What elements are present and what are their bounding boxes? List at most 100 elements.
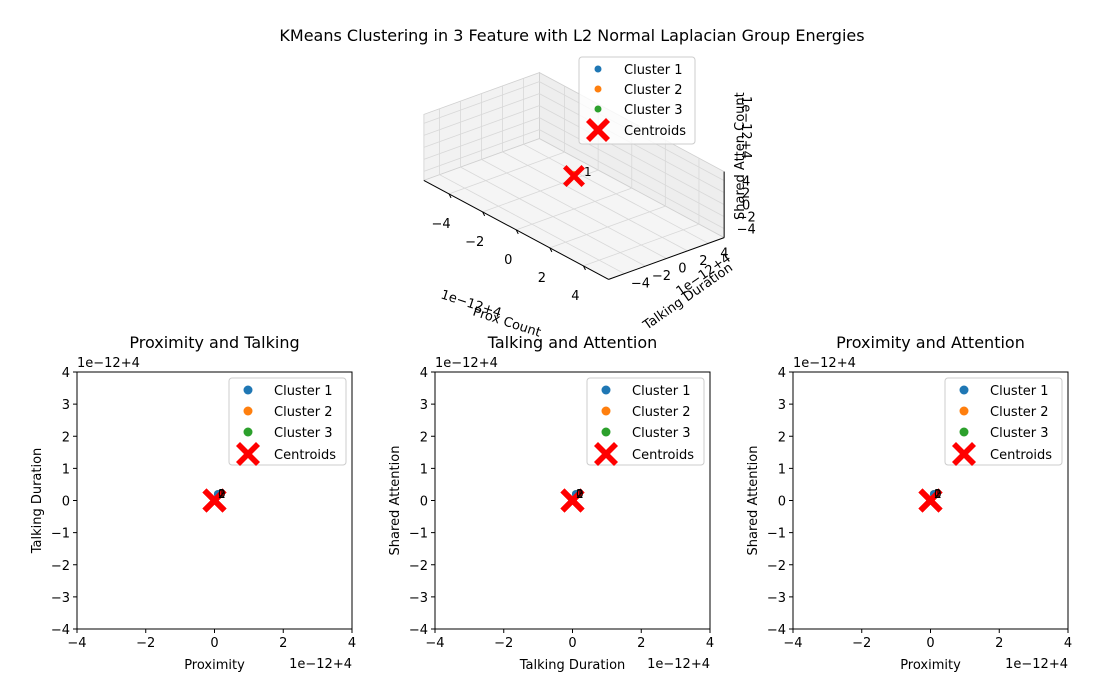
x-tick-label: 4 <box>571 289 579 304</box>
proximity-talking-panel: Proximity and Talking 1e−12+4 1e−12+4 −4 −2 0… <box>30 333 356 673</box>
legend-label-1: Cluster 1 <box>274 384 333 399</box>
figure-title: KMeans Clustering in 3 Feature with L2 N… <box>279 26 864 45</box>
panel-title: Proximity and Attention <box>836 333 1025 352</box>
y-tick-label: 1 <box>420 462 428 477</box>
x-tick-label: 2 <box>995 636 1003 651</box>
legend-label-1: Cluster 1 <box>632 384 691 399</box>
grid-line <box>423 93 540 136</box>
x-tick <box>583 265 586 271</box>
z-offset-text: 1e−12+4 <box>738 96 753 159</box>
y-offset-text: 1e−12+4 <box>435 356 498 371</box>
x-tick-label: 2 <box>637 636 645 651</box>
y-tick-label: −3 <box>51 591 70 606</box>
legend-label-centroids: Centroids <box>990 448 1052 463</box>
y-axis-label: Shared Attention <box>388 446 403 556</box>
point-label: 2 <box>934 487 942 501</box>
legend-label-2: Cluster 2 <box>990 405 1049 420</box>
legend-label-3: Cluster 3 <box>274 426 333 441</box>
y-tick-label: 0 <box>420 495 428 510</box>
x-tick-label: −4 <box>431 217 450 232</box>
x-tick-label: −2 <box>494 636 513 651</box>
legend-marker-2 <box>594 85 602 93</box>
x-tick <box>515 229 519 235</box>
y-tick-label: 3 <box>778 398 786 413</box>
y-tick-label: −4 <box>409 623 428 638</box>
legend-label-centroids: Centroids <box>274 448 336 463</box>
point-label: 2 <box>576 487 584 501</box>
y-tick-label: 1 <box>62 462 70 477</box>
x-tick-label: 2 <box>538 271 546 286</box>
axes-frame <box>434 371 711 630</box>
grid-line <box>502 151 688 252</box>
legend-label-centroids: Centroids <box>624 124 686 139</box>
grid-line <box>583 223 700 267</box>
y-tick-label: −2 <box>51 559 70 574</box>
y-tick-label: 4 <box>420 366 428 381</box>
grid-line <box>549 205 666 249</box>
y-tick-label: 0 <box>678 262 686 277</box>
legend-marker-1 <box>594 65 602 73</box>
x-tick-label: 4 <box>706 636 714 651</box>
y-tick-label: −4 <box>631 277 650 292</box>
y-tick-label: 2 <box>699 254 707 269</box>
legend-marker-3 <box>243 427 253 437</box>
y-tick-label: −4 <box>51 623 70 638</box>
grid-line <box>539 105 725 205</box>
y-tick-label: −2 <box>409 559 428 574</box>
grid-line <box>423 105 540 148</box>
proximity-attention-panel: Proximity and Attention1e−12+41e−12+4−4−… <box>746 333 1072 673</box>
x-axis-label: Proximity <box>900 658 961 673</box>
z-tick-label: 0 <box>742 199 750 214</box>
y-tick-label: 1 <box>778 462 786 477</box>
x-offset-text: 1e−12+4 <box>647 657 710 672</box>
x-offset-text: 1e−12+4 <box>1005 657 1068 672</box>
legend-label-3: Cluster 3 <box>624 103 683 118</box>
point-label: 1 <box>218 487 226 501</box>
z-tick-label: 4 <box>742 175 750 190</box>
legend-centroid-icon <box>952 442 976 466</box>
x-axis-label: Proximity <box>184 658 245 673</box>
y-tick-label: 2 <box>62 430 70 445</box>
axes-frame <box>792 371 1069 630</box>
point-label: 1 <box>576 487 584 501</box>
y-tick-label: 3 <box>420 398 428 413</box>
y-tick-label: 0 <box>62 495 70 510</box>
z-tick-label: −2 <box>737 211 756 226</box>
point-label: 2 <box>218 487 226 501</box>
legend-marker-1 <box>601 385 611 395</box>
legend-box <box>944 377 1063 466</box>
legend-marker-3 <box>601 427 611 437</box>
y-axis-line <box>608 237 725 280</box>
x-tick-label: 0 <box>504 253 512 268</box>
y-axis-label: Shared Attention <box>746 446 761 556</box>
point-label: 1 <box>584 165 592 179</box>
x-tick-label: 4 <box>1064 636 1072 651</box>
legend-label-3: Cluster 3 <box>990 426 1049 441</box>
legend-marker-2 <box>959 406 969 416</box>
x-tick-label: 2 <box>279 636 287 651</box>
x-axis-label: Talking Duration <box>519 658 626 673</box>
grid-line <box>481 159 667 259</box>
centroid-marker <box>563 165 585 187</box>
x-tick-label: −2 <box>136 636 155 651</box>
x-tick-label: 0 <box>926 636 934 651</box>
y-tick-label: −1 <box>767 527 786 542</box>
y-axis-label: Talking Duration <box>30 448 45 555</box>
y-tick-label: −4 <box>767 623 786 638</box>
z-axis-label: Shared Atten Count <box>733 92 748 220</box>
legend-label-centroids: Centroids <box>632 448 694 463</box>
legend-label-2: Cluster 2 <box>274 405 333 420</box>
point-label: 0 <box>576 487 584 501</box>
legend-centroid-icon <box>586 118 610 142</box>
legend-marker-1 <box>243 385 253 395</box>
legend-marker-2 <box>601 406 611 416</box>
legend-centroid-icon <box>236 442 260 466</box>
point-label: 1 <box>934 487 942 501</box>
3d-scatter-panel: −4−4−4−2−2−20002224441e−12+41e−12+41e−12… <box>422 56 756 341</box>
x-tick-label: −4 <box>67 636 86 651</box>
y-tick-label: −3 <box>767 591 786 606</box>
x-tick-label: 4 <box>348 636 356 651</box>
grid-line <box>423 81 540 124</box>
x-tick-label: −4 <box>425 636 444 651</box>
